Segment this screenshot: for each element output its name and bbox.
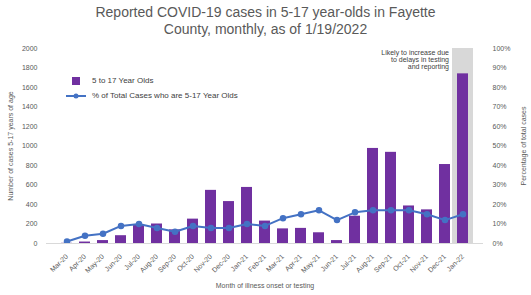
svg-text:0: 0 (34, 240, 38, 247)
svg-text:2000: 2000 (22, 45, 38, 52)
html-text:% of Total Cases who are 5-17: % of Total Cases who are 5-17 Year Olds (92, 91, 238, 100)
svg-text:Jun-21: Jun-21 (319, 253, 339, 273)
svg-text:90%: 90% (493, 64, 507, 71)
svg-text:200: 200 (26, 220, 38, 227)
svg-text:Dec-21: Dec-21 (426, 253, 447, 274)
svg-text:1200: 1200 (22, 123, 38, 130)
svg-text:Mar-20: Mar-20 (49, 253, 70, 274)
svg-text:Jan-21: Jan-21 (229, 253, 249, 273)
svg-text:Nov-20: Nov-20 (192, 253, 213, 274)
svg-text:800: 800 (26, 162, 38, 169)
svg-text:Likely to increase dueto delay: Likely to increase dueto delays in testi… (381, 49, 449, 71)
svg-text:Jan-22: Jan-22 (445, 253, 465, 273)
svg-text:Mar-21: Mar-21 (265, 253, 286, 274)
svg-text:Month of illness onset or test: Month of illness onset or testing (216, 282, 315, 290)
svg-text:Nov-21: Nov-21 (408, 253, 429, 274)
svg-text:Jul-20: Jul-20 (122, 252, 142, 272)
svg-text:May-21: May-21 (300, 253, 322, 275)
svg-text:Sep-21: Sep-21 (372, 253, 394, 275)
svg-text:40%: 40% (493, 162, 507, 169)
svg-text:Aug-21: Aug-21 (354, 253, 376, 275)
svg-text:10%: 10% (493, 220, 507, 227)
svg-text:Apr-20: Apr-20 (67, 252, 88, 273)
svg-text:20%: 20% (493, 201, 507, 208)
svg-text:1400: 1400 (22, 103, 38, 110)
svg-text:Apr-21: Apr-21 (283, 252, 304, 273)
svg-text:100%: 100% (493, 45, 511, 52)
svg-text:Feb-21: Feb-21 (247, 253, 268, 274)
svg-text:Aug-20: Aug-20 (138, 253, 160, 275)
svg-text:600: 600 (26, 181, 38, 188)
svg-text:70%: 70% (493, 103, 507, 110)
svg-text:Number of cases 5-17 years of: Number of cases 5-17 years of age (7, 91, 15, 200)
svg-text:May-20: May-20 (84, 253, 106, 275)
svg-text:Percentage of total cases: Percentage of total cases (520, 106, 528, 185)
svg-text:Sep-20: Sep-20 (156, 253, 178, 275)
svg-text:60%: 60% (493, 123, 507, 130)
svg-text:30%: 30% (493, 181, 507, 188)
svg-text:1600: 1600 (22, 84, 38, 91)
svg-text:50%: 50% (493, 142, 507, 149)
svg-text:Oct-21: Oct-21 (391, 252, 412, 273)
svg-text:Jul-21: Jul-21 (338, 252, 358, 272)
svg-text:0%: 0% (493, 240, 503, 247)
svg-text:Dec-20: Dec-20 (210, 253, 231, 274)
svg-text:80%: 80% (493, 84, 507, 91)
svg-text:1800: 1800 (22, 64, 38, 71)
svg-text:Jun-20: Jun-20 (103, 253, 123, 273)
svg-text:400: 400 (26, 201, 38, 208)
svg-text:1000: 1000 (22, 142, 38, 149)
html-text:5 to 17 Year Olds: 5 to 17 Year Olds (92, 76, 154, 85)
html-text:Reported COVID-19 cases in 5-1: Reported COVID-19 cases in 5-17 year-old… (95, 4, 436, 37)
svg-text:Oct-20: Oct-20 (175, 252, 196, 273)
